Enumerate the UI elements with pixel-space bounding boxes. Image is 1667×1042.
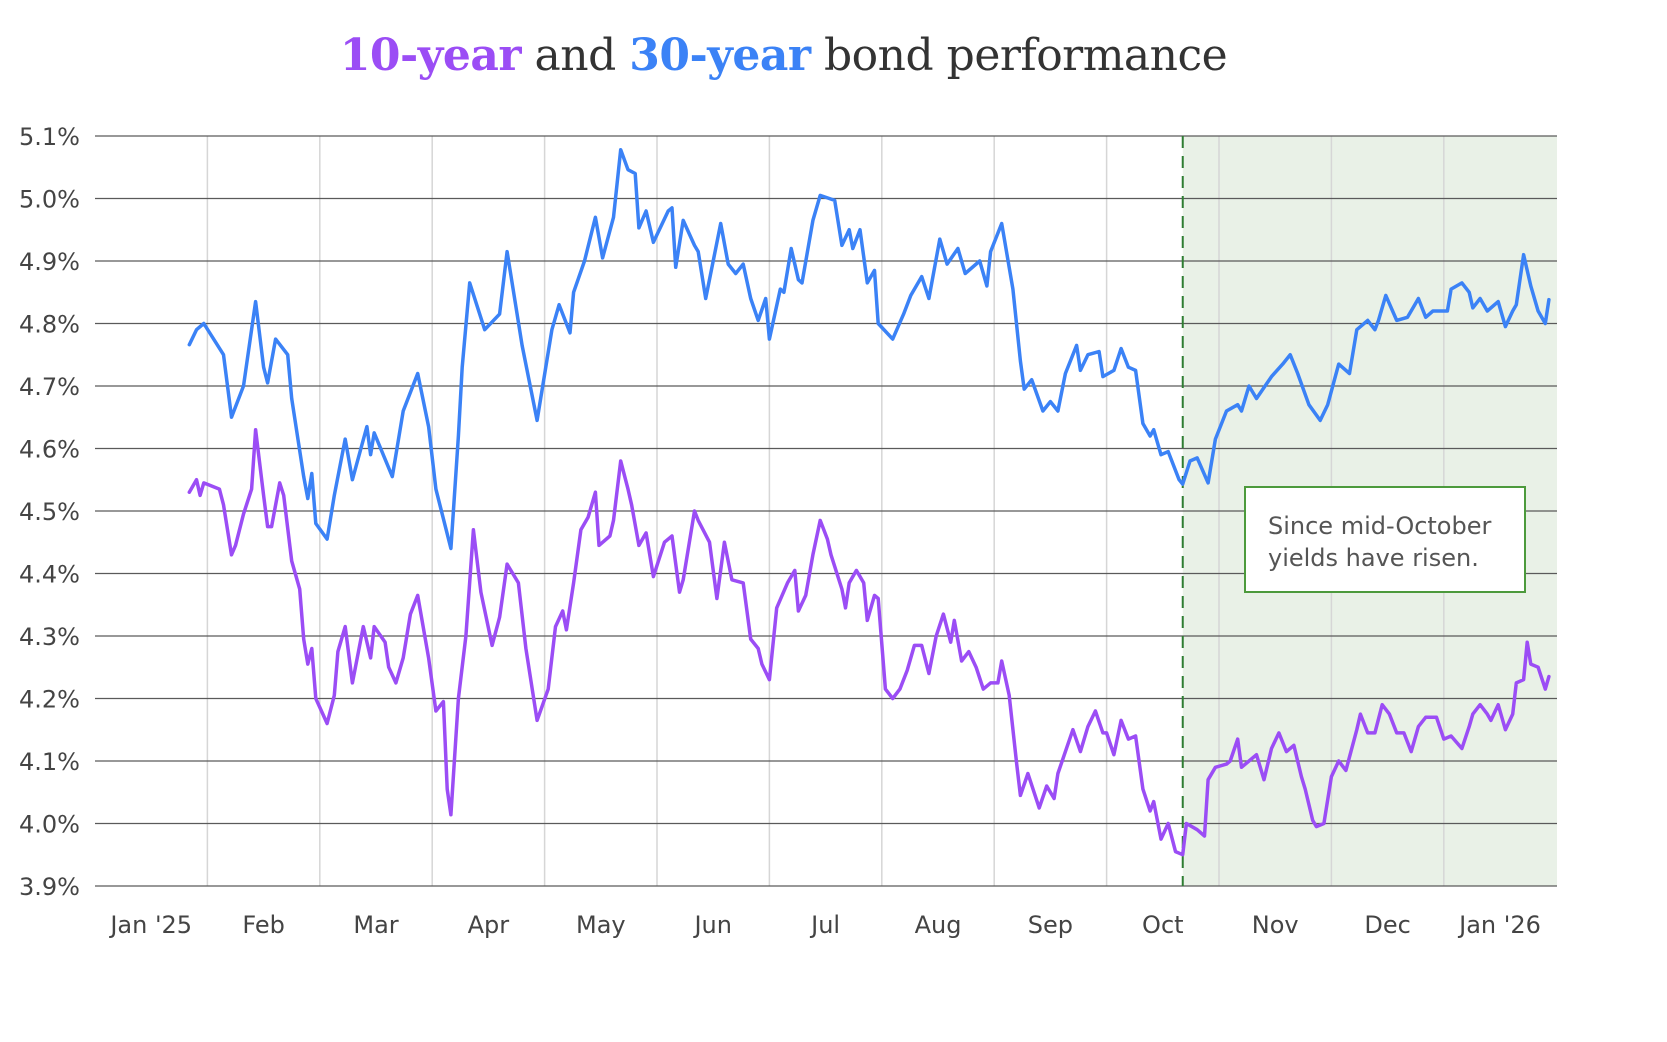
x-tick-label: Jan '25 (108, 911, 192, 939)
x-tick-label: Jan '26 (1457, 911, 1541, 939)
y-tick-label: 4.1% (19, 748, 80, 776)
y-tick-label: 5.1% (19, 123, 80, 151)
x-tick-label: Mar (353, 911, 398, 939)
title-rest: bond performance (810, 30, 1228, 81)
y-tick-label: 5.0% (19, 186, 80, 214)
series-line-30-year (187, 147, 1551, 551)
annotation-line-2: yields have risen. (1268, 544, 1479, 572)
x-tick-label: Jun (692, 911, 732, 939)
title-and: and (521, 30, 630, 81)
annotation-line-1: Since mid-October (1268, 512, 1492, 540)
y-tick-label: 4.3% (19, 623, 80, 651)
x-tick-label: May (576, 911, 626, 939)
y-tick-label: 4.0% (19, 811, 80, 839)
title-30-year: 30-year (629, 30, 811, 81)
y-tick-label: 4.9% (19, 248, 80, 276)
x-tick-label: Oct (1142, 911, 1184, 939)
series-line-10-year (187, 427, 1551, 857)
x-tick-label: Apr (468, 911, 510, 939)
title-10-year: 10-year (339, 30, 522, 81)
y-tick-label: 4.7% (19, 373, 80, 401)
annotation-box: Since mid-October yields have risen. (1244, 486, 1526, 593)
x-tick-label: Aug (915, 911, 962, 939)
x-tick-label: Feb (242, 911, 285, 939)
y-tick-label: 4.4% (19, 561, 80, 589)
x-tick-label: Nov (1252, 911, 1299, 939)
y-tick-label: 4.2% (19, 686, 80, 714)
y-tick-label: 3.9% (19, 873, 80, 901)
y-tick-label: 4.6% (19, 436, 80, 464)
x-tick-label: Dec (1364, 911, 1410, 939)
x-tick-label: Jul (809, 911, 840, 939)
x-tick-label: Sep (1028, 911, 1073, 939)
y-tick-label: 4.5% (19, 498, 80, 526)
chart-title: 10-year and 30-year bond performance (0, 30, 1567, 81)
y-tick-label: 4.8% (19, 311, 80, 339)
